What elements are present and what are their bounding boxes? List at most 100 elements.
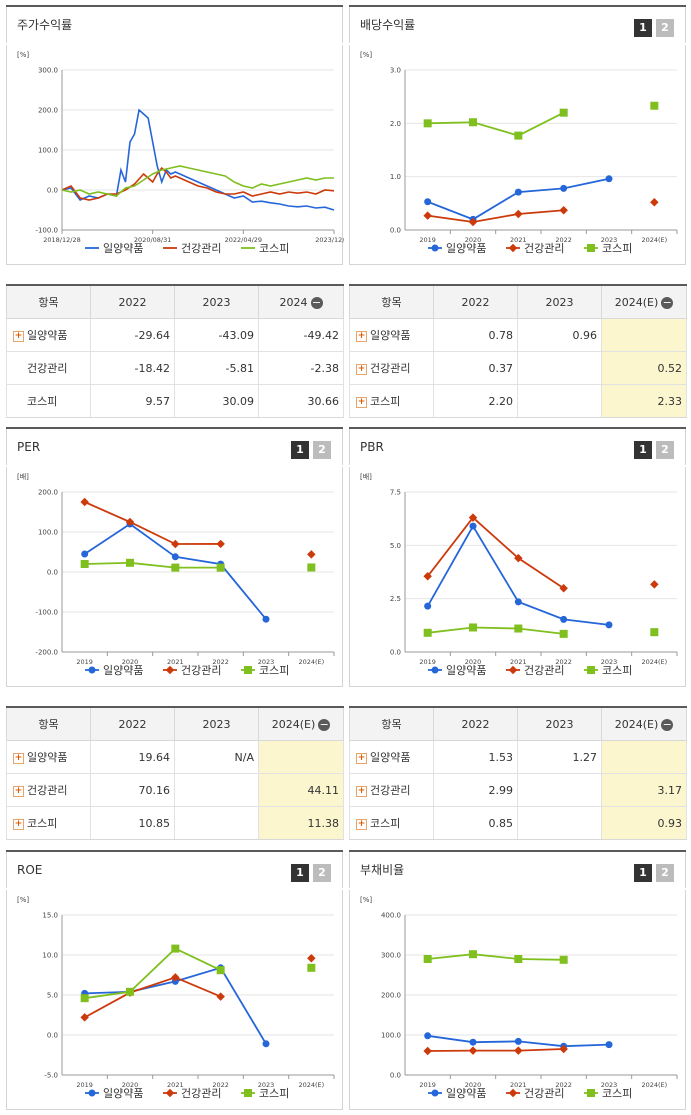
legend-label: 건강관리 [181, 664, 221, 677]
data-point [559, 629, 568, 638]
y-tick-label: 200.0 [38, 107, 58, 115]
expand-icon[interactable]: + [356, 396, 367, 408]
row-label[interactable]: + 일양약품 [6, 318, 91, 352]
expand-icon[interactable]: + [356, 363, 367, 375]
expand-icon[interactable]: + [356, 785, 367, 797]
table-cell: 30.66 [258, 384, 344, 418]
table-cell: 0.85 [433, 806, 518, 840]
data-point [514, 553, 523, 563]
table-cell [174, 773, 259, 807]
column-header: 2022 [433, 285, 518, 319]
legend-marker [88, 666, 96, 674]
page-1-button[interactable]: 1 [634, 441, 652, 459]
page-2-button[interactable]: 2 [656, 19, 674, 37]
y-axis-unit: [배] [17, 472, 29, 481]
row-label[interactable]: + 일양약품 [6, 740, 91, 774]
table-cell: 2.33 [601, 384, 687, 418]
row-label[interactable]: + 일양약품 [349, 318, 434, 352]
legend-label: 일양약품 [446, 241, 486, 255]
row-label[interactable]: +코스피 [349, 806, 434, 840]
page-2-button[interactable]: 2 [656, 441, 674, 459]
y-axis-unit: [%] [360, 896, 372, 904]
y-axis-unit: [%] [360, 51, 372, 59]
x-tick-label: 2019 [419, 658, 436, 666]
data-point [650, 198, 659, 207]
collapse-icon[interactable]: − [661, 717, 674, 731]
page-2-button[interactable]: 2 [656, 864, 674, 882]
x-tick-label: 2024(E) [641, 236, 667, 244]
x-tick-label: 2022 [555, 236, 572, 244]
expand-icon[interactable]: + [356, 330, 367, 342]
expand-icon[interactable]: + [13, 785, 24, 797]
row-label[interactable]: +건강관리 [6, 773, 91, 807]
expand-icon[interactable]: + [13, 330, 24, 342]
page-1-button[interactable]: 1 [634, 864, 652, 882]
page-2-button[interactable]: 2 [313, 441, 331, 459]
y-tick-label: 200.0 [381, 992, 401, 1000]
series-line-건강관리 [427, 1048, 564, 1052]
row-label[interactable]: +코스피 [349, 384, 434, 418]
table-header-row: 항목 2022 2023 2024− [6, 285, 344, 319]
page-1-button[interactable]: 1 [634, 19, 652, 37]
data-point [650, 580, 659, 589]
column-header: 2022 [90, 285, 175, 319]
column-header: 항목 [349, 707, 434, 741]
stock-return-panel: 주가수익률 [%] -100.0 0.0 100.0 200.0 300.0 2018/12… [6, 5, 344, 265]
legend-marker [587, 244, 595, 252]
data-point [307, 953, 316, 963]
row-label[interactable]: + 일양약품 [349, 740, 434, 774]
data-point [559, 583, 568, 593]
data-point [171, 563, 180, 572]
legend-label: 일양약품 [103, 1086, 143, 1100]
legend-marker [165, 1088, 175, 1098]
x-tick-label: 2022 [212, 1081, 229, 1089]
x-tick-label: 2020 [465, 236, 482, 244]
collapse-icon[interactable]: − [318, 717, 331, 731]
y-axis-unit: [배] [360, 472, 372, 481]
expand-icon[interactable]: + [356, 818, 367, 830]
row-label[interactable]: +건강관리 [349, 351, 434, 385]
table-row: + 코스피 10.85 11.38 [6, 806, 344, 840]
column-header: 2024(E) − [601, 707, 687, 741]
data-point [216, 992, 225, 1001]
data-point [80, 1013, 89, 1022]
x-tick-label: 2021 [167, 1081, 184, 1089]
table-cell [517, 351, 602, 385]
table-row: + 일양약품 19.64 N/A [6, 740, 344, 774]
y-tick-label: 0.0 [47, 1032, 58, 1040]
row-label[interactable]: +코스피 [6, 806, 91, 840]
data-point [650, 101, 659, 110]
row-label[interactable]: +건강관리 [349, 773, 434, 807]
table-cell: 2.99 [433, 773, 518, 807]
table-cell: 0.52 [601, 351, 687, 385]
page-1-button[interactable]: 1 [291, 441, 309, 459]
legend-marker [165, 665, 175, 675]
x-tick-label: 2019 [419, 1081, 436, 1089]
expand-icon[interactable]: + [356, 752, 367, 764]
pbr-chart-area: [배] 0.0 2.5 5.0 7.5 2019 2020 2021 2022 2023 2024(… [349, 467, 686, 687]
collapse-icon[interactable]: − [661, 295, 674, 309]
y-tick-label: 200.0 [38, 489, 58, 497]
expand-icon[interactable]: + [13, 818, 24, 830]
page-1-button[interactable]: 1 [291, 864, 309, 882]
dividend-chart-area: [%] 0.0 1.0 2.0 3.0 2019 2020 2021 2022 2023 2024(… [349, 45, 686, 265]
data-point [423, 211, 432, 220]
expand-icon[interactable]: + [13, 752, 24, 764]
collapse-icon[interactable]: − [310, 295, 323, 309]
dividend-title: 배당수익률 [349, 7, 686, 43]
row-label[interactable]: +코스피 [6, 384, 91, 418]
stock-return-table: 항목202220232024−+일양약품-29.64-43.09-49.42+건… [6, 284, 344, 418]
page-2-button[interactable]: 2 [313, 864, 331, 882]
table-cell: N/A [174, 740, 259, 774]
data-point [216, 539, 225, 549]
table-cell: 30.09 [174, 384, 259, 418]
y-tick-label: -5.0 [44, 1072, 58, 1080]
stock-return-chart-area: [%] -100.0 0.0 100.0 200.0 300.0 2018/12/28 202… [6, 45, 344, 265]
row-label[interactable]: +건강관리 [6, 351, 91, 385]
x-tick-label: 2021 [510, 1081, 527, 1089]
data-point [424, 602, 432, 610]
